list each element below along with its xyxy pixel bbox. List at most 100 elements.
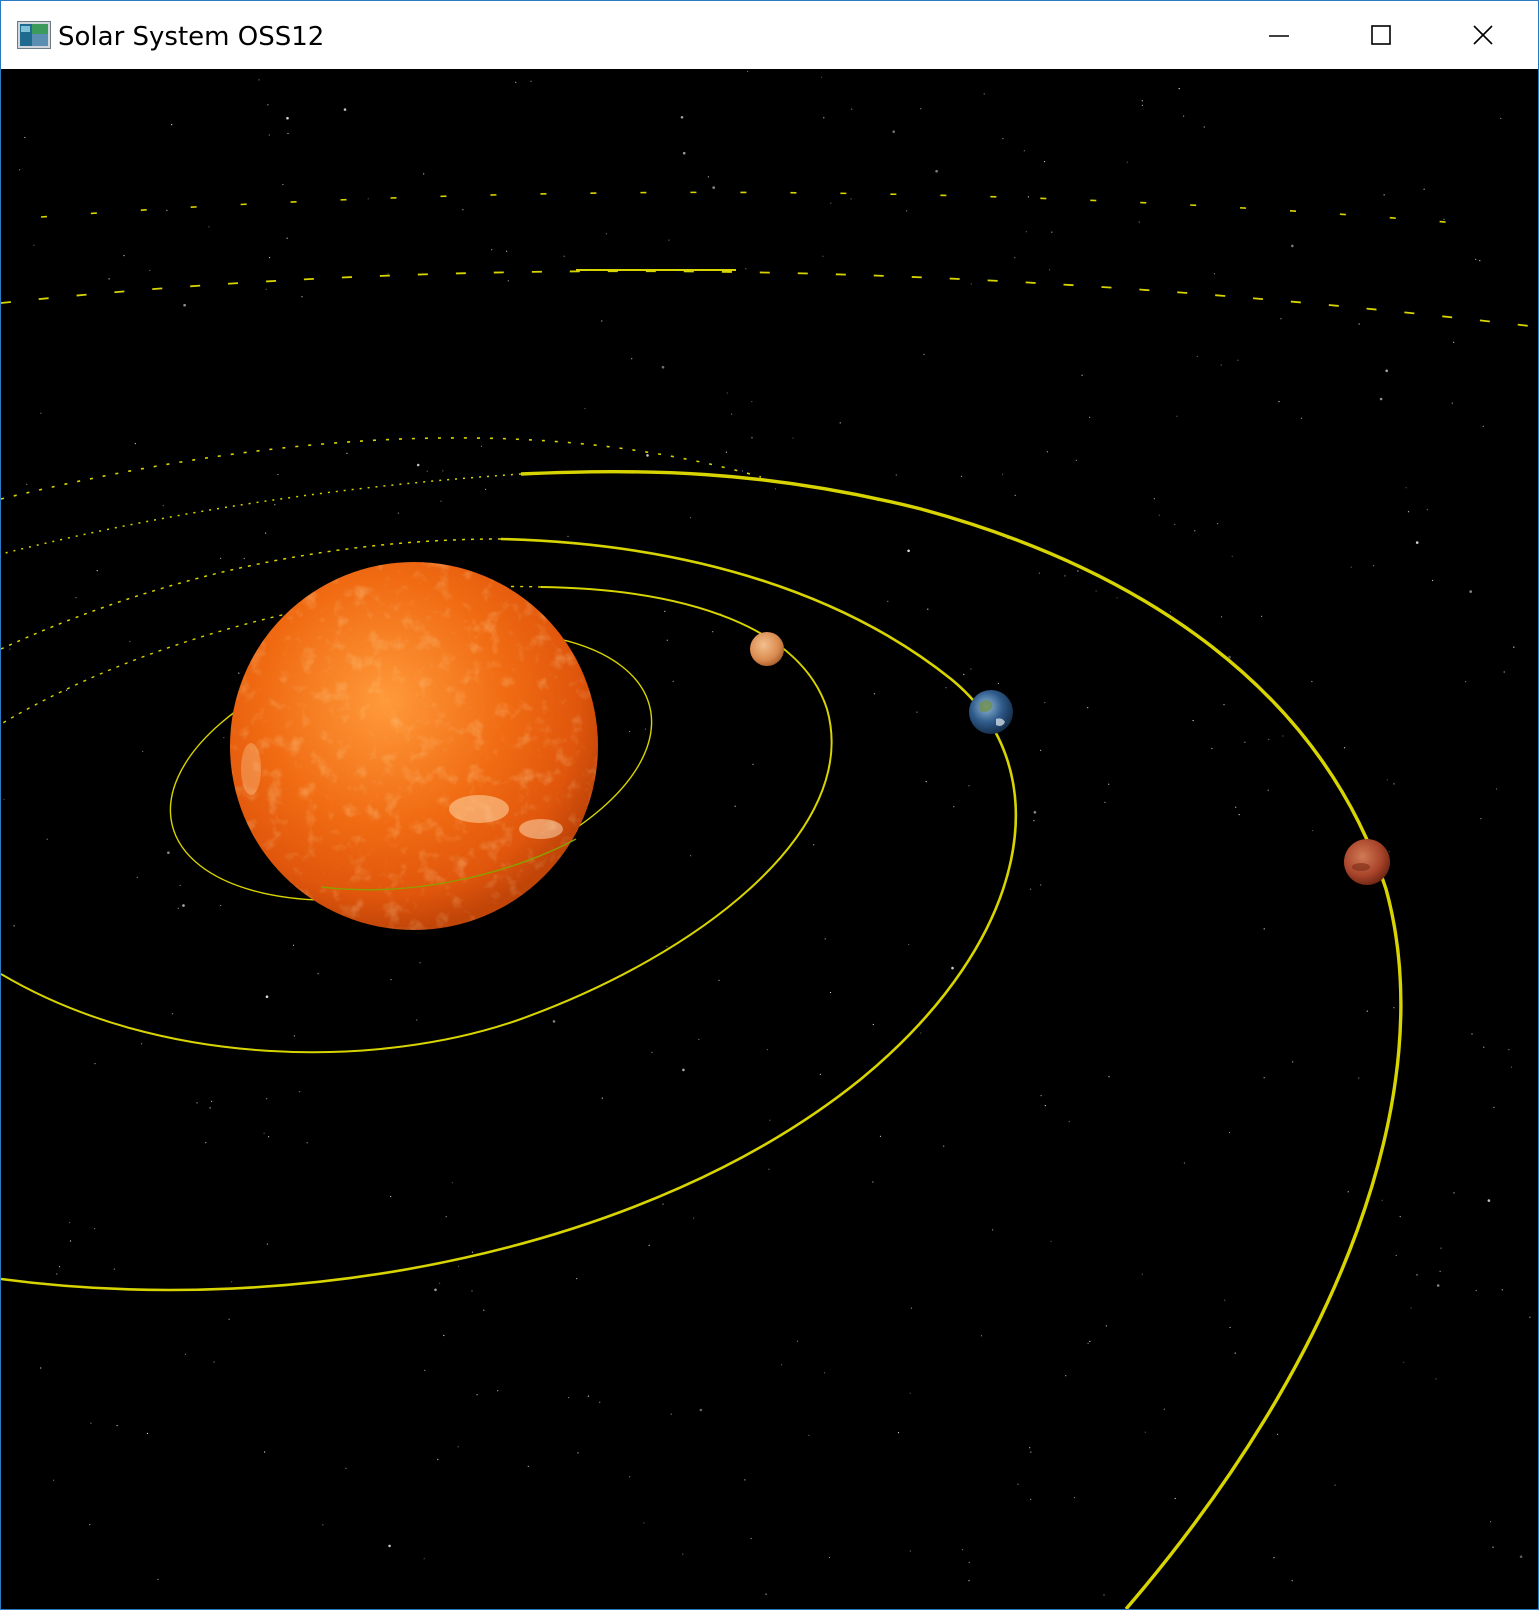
star [668,239,670,241]
star [423,173,425,175]
star [1126,161,1128,163]
star [264,1451,266,1453]
star [457,1446,459,1448]
mercury[interactable] [750,632,784,666]
orbit-path-mercury-back [1,585,542,725]
star [1217,523,1219,525]
orbit-path-mars-back [1,473,522,555]
star [629,730,631,733]
star [1490,1521,1492,1523]
star [830,202,832,204]
star [1405,487,1407,489]
app-icon [17,21,51,49]
mars[interactable] [1344,839,1390,885]
star [1432,579,1434,582]
star [1282,735,1284,737]
star [968,1561,970,1563]
orbit-path-outer-2 [1,270,1538,328]
star [1385,369,1388,373]
star [1044,1105,1046,1107]
maximize-button[interactable] [1331,1,1431,69]
star [829,991,832,994]
star [850,198,852,200]
3d-viewport[interactable] [1,69,1538,1609]
star [651,1051,653,1053]
star [183,905,185,907]
star [1108,783,1110,785]
star [1203,126,1205,128]
star [483,1309,485,1311]
star [1291,1580,1293,1582]
title-bar[interactable]: Solar System OSS12 [1,1,1538,69]
star [768,1168,770,1170]
star [769,1119,771,1121]
star [1407,511,1410,513]
star [440,500,442,502]
star [317,973,319,975]
star [397,512,399,514]
star [1343,747,1346,749]
minimize-button[interactable] [1229,1,1329,69]
star [751,401,753,403]
star [462,209,464,211]
star [750,1537,752,1540]
star [1153,498,1155,500]
star [879,1135,882,1137]
sun[interactable] [230,562,598,930]
star [1508,1049,1510,1051]
star [507,280,509,282]
star [731,413,733,415]
star [1081,374,1083,376]
star [205,1142,207,1144]
star [774,488,777,490]
star [907,549,910,553]
star [1381,1199,1383,1201]
star [1029,888,1032,890]
star [1229,1326,1231,1329]
star [209,1107,211,1109]
star [274,504,276,506]
minimize-icon [1269,35,1289,37]
star [682,151,686,155]
star [822,255,824,257]
star [693,1217,695,1219]
star [670,1413,672,1415]
star [267,104,269,106]
star [897,1432,900,1434]
star [390,1195,392,1198]
star [819,1073,822,1075]
star [424,1369,426,1371]
star [813,844,815,846]
star [643,1522,645,1524]
star [238,672,240,674]
star [552,1020,556,1023]
star [1263,1077,1265,1079]
star [443,1334,445,1337]
star [56,1273,58,1275]
star [471,1251,474,1253]
orbit-path-earth [1,537,1017,1292]
star [1158,514,1160,516]
star [471,1290,473,1292]
star [666,639,668,641]
star [293,1035,295,1037]
star [530,80,532,82]
star [442,470,444,472]
star [19,169,21,171]
star [725,451,728,453]
star [1228,1131,1231,1134]
star [1068,1121,1070,1123]
star [925,781,927,783]
star [265,288,267,290]
star [567,1397,570,1399]
star [184,1353,187,1355]
solar-system-scene[interactable] [1,69,1538,1609]
star [491,249,493,251]
star [1479,260,1481,262]
star [1234,1352,1236,1354]
close-button[interactable] [1433,1,1533,69]
star [909,1550,911,1552]
star [851,108,853,110]
earth[interactable] [969,690,1013,734]
star [1503,671,1505,673]
